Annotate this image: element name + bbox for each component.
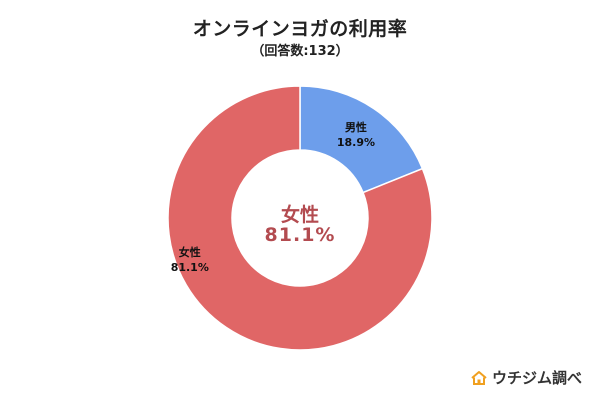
slice-female — [167, 85, 433, 351]
slice-value-male: 18.9% — [336, 136, 376, 150]
house-icon — [470, 370, 488, 386]
slice-male — [299, 85, 424, 194]
chart-subtitle: （回答数:132） — [251, 44, 349, 59]
center-category-label: 女性 — [280, 204, 319, 226]
center-value-label: 81.1% — [264, 224, 336, 246]
slice-value-female: 81.1% — [170, 261, 209, 275]
slice-label-male: 男性 18.9% — [311, 120, 401, 150]
slice-category-female: 女性 — [178, 246, 201, 260]
slice-label-female: 女性 81.1% — [145, 245, 235, 275]
brand-text: ウチジム調べ — [491, 369, 582, 387]
chart-title: オンラインヨガの利用率 — [192, 18, 408, 40]
brand-credit: ウチジム調べ — [470, 367, 582, 388]
slice-category-male: 男性 — [344, 121, 367, 135]
